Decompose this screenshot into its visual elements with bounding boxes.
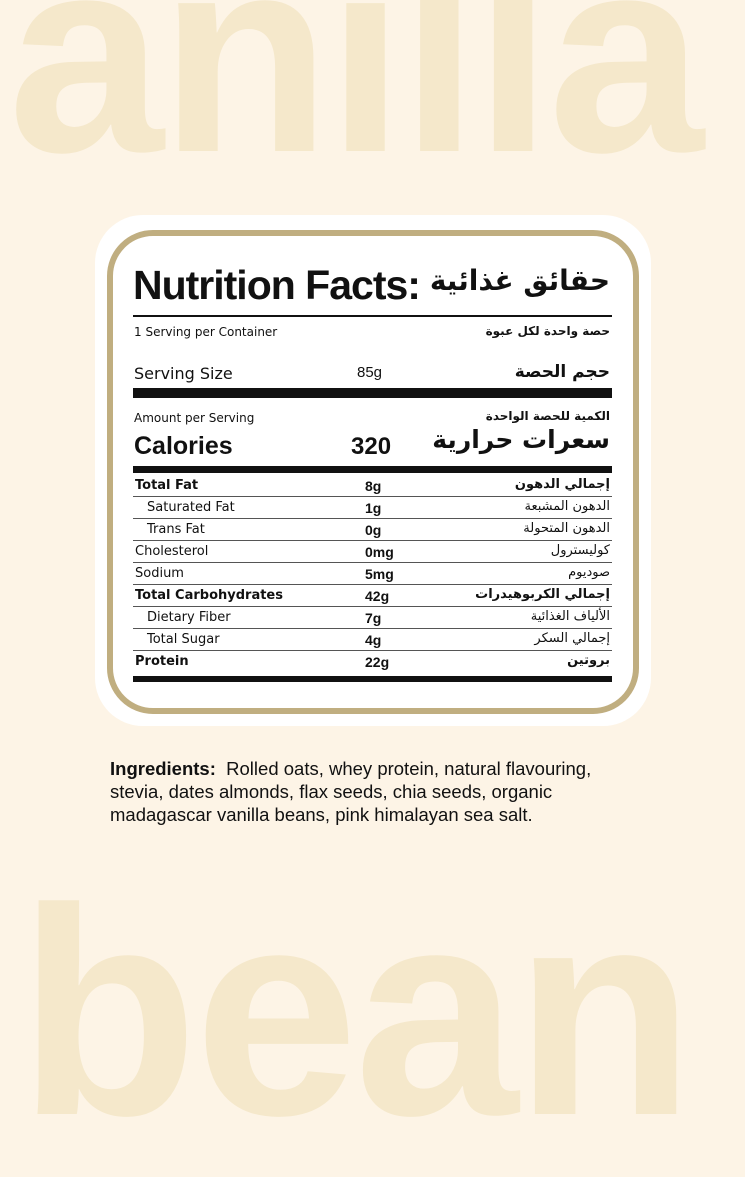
calories-arabic: سعرات حرارية (432, 425, 610, 454)
nutrient-name: Saturated Fat (147, 500, 235, 515)
nutrient-name-arabic: صوديوم (568, 565, 610, 580)
title-arabic: حقائق غذائية (429, 264, 610, 297)
nutrient-value: 4g (365, 632, 382, 648)
serving-size-label: Serving Size (134, 364, 233, 383)
nutrient-name: Sodium (135, 566, 184, 581)
nutrient-row: Cholesterol 0mg كوليسترول (133, 541, 612, 563)
nutrient-row: Total Sugar 4g إجمالي السكر (133, 629, 612, 651)
divider (133, 518, 612, 519)
nutrient-name-arabic: إجمالي الدهون (514, 477, 610, 492)
thick-divider (133, 676, 612, 682)
nutrient-value: 0mg (365, 544, 394, 560)
nutrient-row: Saturated Fat 1g الدهون المشبعة (133, 497, 612, 519)
amount-per-serving-arabic: الكمية للحصة الواحدة (485, 409, 610, 423)
nutrient-name: Total Carbohydrates (135, 588, 283, 603)
nutrient-value: 0g (365, 522, 382, 538)
nutrient-row: Protein 22g بروتين (133, 651, 612, 673)
nutrient-value: 7g (365, 610, 382, 626)
nutrient-name: Cholesterol (135, 544, 209, 559)
divider (133, 540, 612, 541)
background-word-bottom: bean (18, 847, 695, 1177)
nutrient-name-arabic: بروتين (567, 653, 610, 668)
title-english: Nutrition Facts: (133, 262, 421, 308)
nutrient-row: Dietary Fiber 7g الألياف الغذائية (133, 607, 612, 629)
divider (133, 584, 612, 585)
nutrient-name: Trans Fat (147, 522, 205, 537)
ingredients-label: Ingredients: (110, 758, 216, 779)
thick-divider (133, 466, 612, 473)
nutrient-value: 22g (365, 654, 390, 670)
servings-english: 1 Serving per Container (134, 325, 278, 339)
nutrient-name: Protein (135, 654, 189, 669)
nutrient-row: Sodium 5mg صوديوم (133, 563, 612, 585)
nutrient-name-arabic: كوليسترول (550, 543, 610, 558)
nutrient-name-arabic: إجمالي السكر (534, 631, 610, 646)
background-word-top: anilla (8, 0, 704, 211)
nutrient-name: Total Fat (135, 478, 199, 493)
divider (133, 496, 612, 497)
serving-size-arabic: حجم الحصة (514, 362, 610, 382)
nutrient-name-arabic: الدهون المتحولة (523, 521, 610, 536)
divider (133, 650, 612, 651)
nutrient-row: Trans Fat 0g الدهون المتحولة (133, 519, 612, 541)
divider (133, 606, 612, 607)
divider (133, 628, 612, 629)
nutrient-value: 5mg (365, 566, 394, 582)
calories-value: 320 (351, 433, 392, 460)
nutrient-value: 42g (365, 588, 390, 604)
amount-per-serving: Amount per Serving (134, 411, 255, 425)
calories-label: Calories (134, 432, 233, 460)
ingredients: Ingredients: Rolled oats, whey protein, … (110, 757, 640, 826)
nutrient-value: 1g (365, 500, 382, 516)
nutrient-name-arabic: الألياف الغذائية (530, 609, 610, 624)
nutrient-row: Total Fat 8g إجمالي الدهون (133, 475, 612, 497)
nutrient-row: Total Carbohydrates 42g إجمالي الكربوهيدرا… (133, 585, 612, 607)
serving-size-value: 85g (357, 364, 383, 381)
nutrient-value: 8g (365, 478, 382, 494)
ingredients-text: Rolled oats, whey protein, natural flavo… (110, 758, 592, 825)
nutrient-name: Dietary Fiber (147, 610, 231, 625)
servings-arabic: حصة واحدة لكل عبوة (485, 324, 610, 338)
nutrient-name-arabic: الدهون المشبعة (524, 499, 611, 514)
divider (133, 562, 612, 563)
divider (133, 315, 612, 317)
thick-divider (133, 388, 612, 398)
nutrient-name: Total Sugar (147, 632, 220, 647)
nutrient-name-arabic: إجمالي الكربوهيدرات (475, 587, 610, 602)
